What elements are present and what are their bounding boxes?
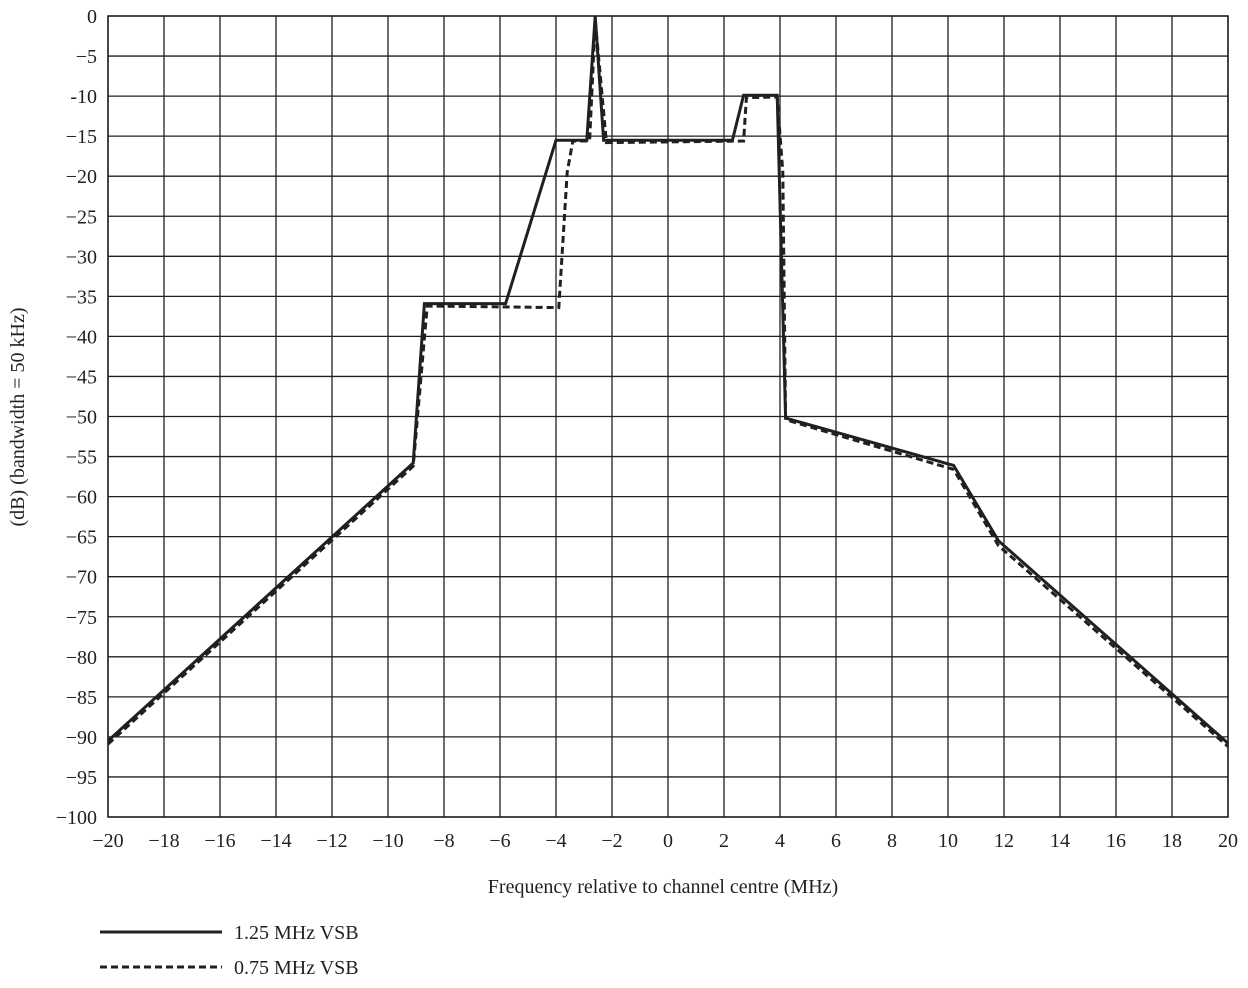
x-tick-label: 14 bbox=[1050, 830, 1070, 852]
x-tick-label: −14 bbox=[260, 830, 291, 852]
y-tick-label: −95 bbox=[66, 767, 97, 789]
y-tick-label: −100 bbox=[56, 807, 97, 829]
y-tick-label: −60 bbox=[66, 487, 97, 509]
y-tick-label: −25 bbox=[66, 206, 97, 228]
x-tick-labels: −20 −18 −16 −14 −12 −10 −8 −6 −4 −2 0 2 4 6 8 10 12 14 16 1… bbox=[92, 830, 1238, 852]
y-tick-label: −45 bbox=[66, 366, 97, 388]
x-tick-label: −10 bbox=[372, 830, 403, 852]
x-tick-label: 12 bbox=[994, 830, 1014, 852]
x-tick-label: −2 bbox=[601, 830, 622, 852]
y-tick-label: −90 bbox=[66, 727, 97, 749]
y-tick-label: −35 bbox=[66, 286, 97, 308]
y-tick-label: −5 bbox=[76, 46, 97, 68]
x-tick-label: 20 bbox=[1218, 830, 1238, 852]
x-axis-label: Frequency relative to channel centre (MH… bbox=[488, 876, 838, 898]
y-tick-label: −55 bbox=[66, 447, 97, 469]
y-tick-label: −80 bbox=[66, 647, 97, 669]
x-tick-label: −20 bbox=[92, 830, 123, 852]
legend-label: 0.75 MHz VSB bbox=[234, 957, 359, 979]
legend: 1.25 MHz VSB 0.75 MHz VSB bbox=[100, 922, 359, 979]
y-tick-label: 0 bbox=[87, 6, 97, 28]
x-tick-label: −18 bbox=[148, 830, 179, 852]
grid bbox=[107, 15, 1229, 818]
x-tick-label: 18 bbox=[1162, 830, 1182, 852]
y-tick-label: −65 bbox=[66, 527, 97, 549]
y-tick-label: -10 bbox=[70, 86, 97, 108]
x-tick-label: 2 bbox=[719, 830, 729, 852]
plot-frame bbox=[107, 15, 1229, 818]
series-line-solid bbox=[106, 15, 1229, 745]
y-tick-labels: 0 −5 -10 −15 −20 −25 −30 −35 −40 −45 −50 −55 −60 −65 −… bbox=[56, 6, 97, 829]
x-tick-label: −16 bbox=[204, 830, 235, 852]
y-tick-label: −20 bbox=[66, 166, 97, 188]
y-tick-label: −50 bbox=[66, 407, 97, 429]
y-tick-label: −85 bbox=[66, 687, 97, 709]
y-tick-label: −75 bbox=[66, 607, 97, 629]
x-tick-label: −8 bbox=[433, 830, 454, 852]
x-tick-label: 0 bbox=[663, 830, 673, 852]
x-tick-label: 4 bbox=[775, 830, 785, 852]
legend-label: 1.25 MHz VSB bbox=[234, 922, 359, 944]
series-line-dashed bbox=[106, 19, 1229, 748]
x-tick-label: 6 bbox=[831, 830, 841, 852]
x-tick-label: −12 bbox=[316, 830, 347, 852]
x-tick-label: −6 bbox=[489, 830, 510, 852]
x-tick-label: 8 bbox=[887, 830, 897, 852]
series-lines bbox=[106, 15, 1229, 748]
y-tick-label: −40 bbox=[66, 326, 97, 348]
y-tick-label: −30 bbox=[66, 246, 97, 268]
x-tick-label: 10 bbox=[938, 830, 958, 852]
x-tick-label: −4 bbox=[545, 830, 566, 852]
y-axis-label: (dB) (bandwidth = 50 kHz) bbox=[7, 307, 29, 526]
y-tick-label: −70 bbox=[66, 567, 97, 589]
y-tick-label: −15 bbox=[66, 126, 97, 148]
x-tick-label: 16 bbox=[1106, 830, 1126, 852]
